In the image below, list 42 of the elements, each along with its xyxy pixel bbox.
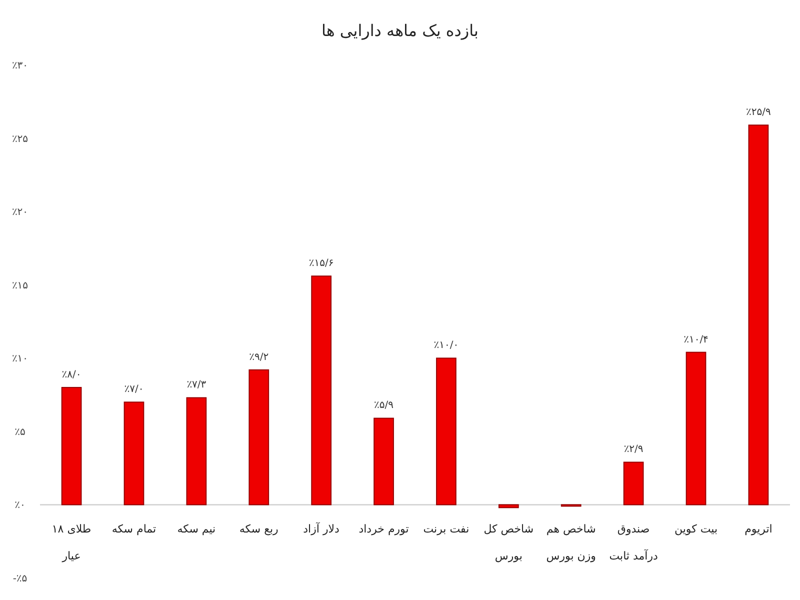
y-tick-label: ٪۲۵ (12, 134, 28, 145)
x-tick-label: بیت کوین (674, 522, 718, 536)
x-tick-label: تورم خرداد (358, 522, 409, 536)
bar (623, 462, 644, 506)
x-tick-label: نیم سکه (177, 522, 216, 536)
category-label: طلای ۱۸ عیار (52, 522, 92, 563)
category-label: شاخص هم وزن بورس (546, 522, 596, 563)
bar (186, 397, 207, 506)
y-tick-label: ٪۰ (14, 500, 26, 512)
y-tick-label: ٪۳۰ (12, 60, 28, 72)
bar (374, 418, 394, 506)
bar (748, 124, 769, 506)
bar (61, 386, 82, 506)
chart-title: بازده یک ماهه دارایی ها (322, 21, 478, 40)
y-tick-label: ٪۵ (14, 426, 26, 438)
data-label: ٪۵/۹ (374, 400, 394, 412)
x-tick-label: اتریوم (744, 522, 772, 536)
data-label: ٪۹/۲ (249, 352, 269, 363)
x-tick-label: نفت برنت (423, 522, 470, 536)
bar (124, 402, 144, 506)
bar (498, 504, 519, 508)
data-label: ٪۱۰/۰ (434, 340, 459, 352)
data-label: ٪۷/۰ (124, 384, 144, 396)
y-tick-label: ٪۲۰ (12, 207, 28, 218)
bar (248, 369, 270, 506)
data-label: ٪۷/۳ (186, 380, 207, 391)
bar (311, 276, 332, 506)
y-tick-label: ٪۱۰ (12, 354, 28, 365)
category-label: شاخص کل بورس (484, 522, 534, 563)
category-label: صندوق درآمد ثابت (609, 522, 658, 563)
data-label: ٪۲/۹ (624, 444, 644, 456)
x-tick-label: تمام سکه (112, 522, 156, 536)
data-label: ٪۱۵/۶ (308, 258, 334, 270)
data-label: ٪۸/۰ (62, 369, 82, 380)
x-tick-label: ربع سکه (239, 522, 278, 536)
data-label: ٪۱۰/۴ (684, 334, 708, 346)
y-tick-label: -٪۵ (12, 574, 28, 584)
y-tick-label: ٪۱۵ (12, 280, 28, 292)
data-label: ٪۲۵/۹ (746, 107, 771, 118)
bar (436, 358, 456, 506)
bar (686, 352, 706, 506)
x-tick-label: دلار آزاد (303, 522, 340, 536)
